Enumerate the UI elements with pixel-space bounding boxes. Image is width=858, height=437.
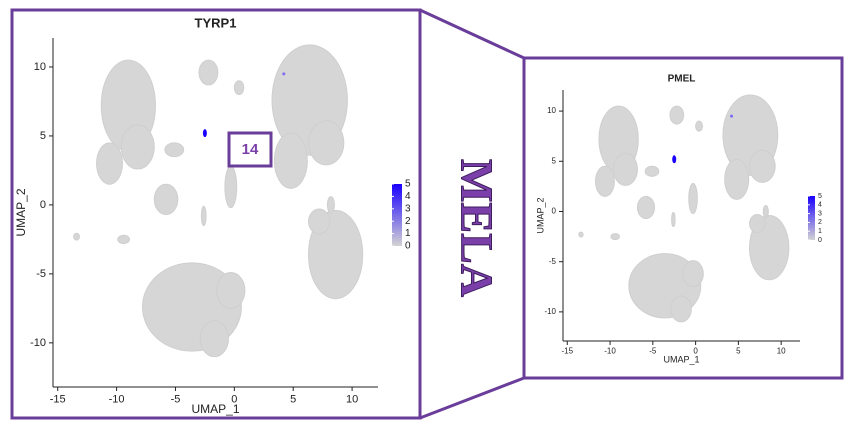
cell-cluster [308,120,345,166]
colorbar-label: 2 [405,216,411,227]
cell-cluster [198,59,219,86]
colorbar-label: 0 [405,241,411,252]
chart-title: TYRP1 [195,15,237,30]
cell-cluster [669,105,685,125]
y-tick-label: 0 [40,199,46,211]
y-tick-label: -10 [30,337,46,349]
x-tick-label: -15 [561,347,573,356]
y-axis-label: UMAP_2 [535,197,545,233]
cell-cluster [612,152,638,186]
x-axis-label: UMAP_1 [663,354,699,364]
cell-cluster [273,132,308,189]
cell-cluster [224,165,238,209]
expressing-cells [202,129,207,138]
connector [419,8,525,60]
cell-cluster [636,195,656,220]
x-tick-label: -5 [171,394,181,406]
y-tick-label: 0 [552,207,557,216]
cell-cluster [216,272,246,309]
x-tick-label: 5 [736,347,741,356]
cell-cluster [670,295,692,323]
x-tick-label: -15 [50,394,66,406]
x-tick-label: 10 [777,347,786,356]
y-tick-label: -5 [549,257,557,266]
panel-frame [522,56,844,380]
colorbar-label: 5 [818,193,822,200]
x-tick-label: 0 [693,347,698,356]
colorbar-label: 4 [818,202,822,209]
panel-frame [10,8,422,420]
y-tick-label: 10 [34,61,46,73]
expressing-cells [672,155,677,164]
cell-cluster [199,320,229,358]
cell-cluster [120,124,155,170]
cell-cluster [153,183,179,216]
cell-cluster [96,142,123,185]
cell-cluster [200,205,207,227]
colorbar [808,196,815,240]
colorbar-label: 4 [405,191,411,202]
chart-title: PMEL [668,74,696,85]
cell-cluster [610,233,620,241]
cell-cluster [164,142,185,158]
x-tick-label: 5 [290,394,296,406]
colorbar-label: 5 [405,179,411,190]
colorbar-label: 2 [818,219,822,226]
expressing-cells [282,72,286,76]
x-axis-label: UMAP_1 [191,402,239,416]
colorbar-label: 0 [818,237,822,244]
cell-cluster [682,260,704,288]
expressing-cells [730,114,734,118]
cell-cluster [749,149,776,183]
y-axis-label: UMAP_2 [14,188,28,236]
colorbar-label: 3 [405,203,411,214]
cell-cluster [688,182,698,214]
colorbar-label: 3 [818,210,822,217]
cell-cluster [671,211,676,228]
cluster-label: 14 [242,141,259,158]
cell-cluster [308,208,331,235]
cell-cluster [117,234,131,245]
cell-cluster [578,231,584,238]
y-tick-label: 5 [40,130,46,142]
cluster-box [227,131,273,168]
cell-cluster [73,232,80,241]
cell-cluster [749,213,766,234]
colorbar [392,184,402,246]
connector [419,376,525,420]
y-tick-label: -10 [544,307,556,316]
colorbar-label: 1 [405,228,411,239]
x-tick-label: -10 [109,394,125,406]
cell-cluster [326,196,335,214]
cell-cluster [695,120,703,132]
cell-cluster [233,80,245,96]
x-tick-label: -5 [649,347,657,356]
x-tick-label: 0 [231,394,237,406]
cell-cluster [724,158,750,200]
group-label: MELA [451,159,502,297]
cell-cluster [644,165,660,177]
cell-cluster [762,204,769,219]
y-tick-label: 5 [552,156,557,165]
colorbar-label: 1 [818,228,822,235]
cell-cluster [595,165,615,197]
y-tick-label: 10 [547,106,556,115]
y-tick-label: -5 [36,268,46,280]
x-tick-label: -10 [604,347,616,356]
x-tick-label: 10 [346,394,358,406]
